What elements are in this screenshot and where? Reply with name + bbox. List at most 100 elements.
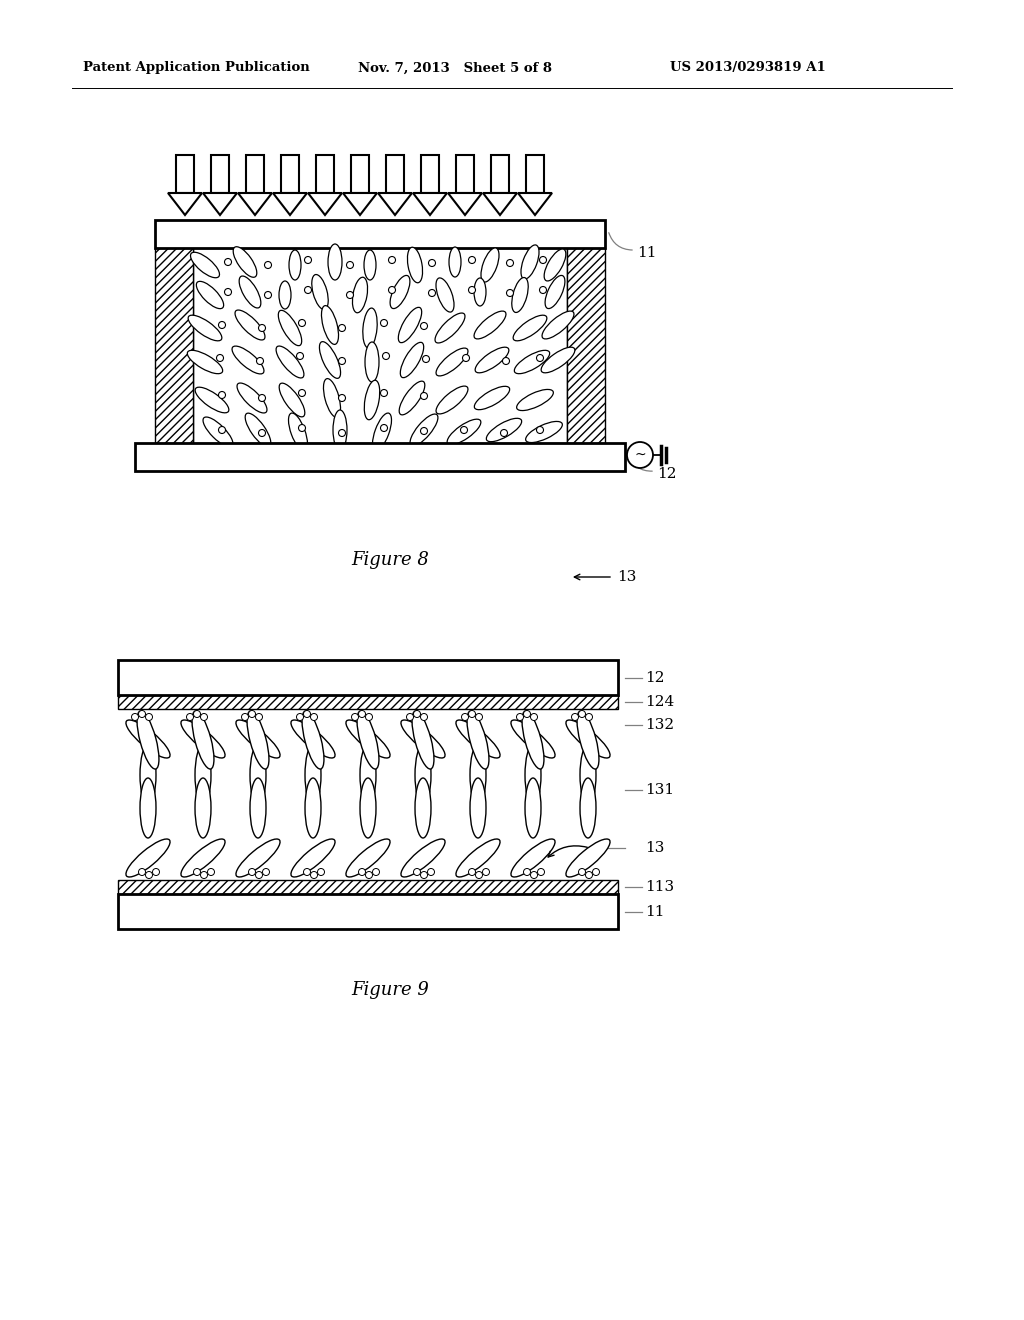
- Ellipse shape: [436, 348, 468, 376]
- Ellipse shape: [522, 711, 544, 770]
- Ellipse shape: [511, 840, 555, 876]
- Circle shape: [366, 714, 373, 721]
- Bar: [118, 660, 618, 696]
- Circle shape: [351, 714, 358, 721]
- Circle shape: [224, 289, 231, 296]
- Circle shape: [297, 714, 303, 721]
- Circle shape: [201, 714, 208, 721]
- Text: 124: 124: [645, 696, 674, 709]
- Bar: [526, 154, 544, 193]
- Ellipse shape: [276, 346, 304, 378]
- Circle shape: [423, 355, 429, 363]
- Text: 11: 11: [645, 906, 665, 919]
- Circle shape: [414, 869, 421, 875]
- Ellipse shape: [291, 840, 335, 876]
- Circle shape: [303, 710, 310, 718]
- Ellipse shape: [280, 383, 305, 417]
- Circle shape: [256, 358, 263, 364]
- Ellipse shape: [436, 385, 468, 414]
- Circle shape: [216, 355, 223, 362]
- Circle shape: [310, 714, 317, 721]
- Ellipse shape: [511, 719, 555, 758]
- Ellipse shape: [291, 719, 335, 758]
- Polygon shape: [483, 193, 517, 215]
- Circle shape: [507, 289, 513, 297]
- Text: 11: 11: [637, 246, 656, 260]
- Ellipse shape: [566, 719, 610, 758]
- Ellipse shape: [362, 308, 377, 348]
- Bar: [351, 154, 369, 193]
- Circle shape: [218, 426, 225, 433]
- Circle shape: [299, 425, 305, 432]
- Ellipse shape: [319, 342, 341, 379]
- Polygon shape: [518, 193, 552, 215]
- Ellipse shape: [467, 711, 488, 770]
- Bar: [567, 248, 605, 444]
- Ellipse shape: [580, 744, 596, 805]
- Ellipse shape: [140, 777, 156, 838]
- Ellipse shape: [525, 777, 541, 838]
- Text: 12: 12: [657, 467, 677, 480]
- Circle shape: [138, 869, 145, 875]
- Ellipse shape: [181, 719, 225, 758]
- Circle shape: [256, 871, 262, 879]
- Circle shape: [346, 261, 353, 268]
- Text: ~: ~: [634, 447, 646, 462]
- Polygon shape: [308, 193, 342, 215]
- Circle shape: [475, 714, 482, 721]
- Ellipse shape: [580, 777, 596, 838]
- Ellipse shape: [240, 276, 261, 308]
- Circle shape: [208, 869, 214, 875]
- Ellipse shape: [247, 711, 269, 770]
- Bar: [316, 154, 334, 193]
- Ellipse shape: [566, 840, 610, 876]
- Circle shape: [358, 710, 366, 718]
- Circle shape: [242, 714, 249, 721]
- Circle shape: [586, 714, 593, 721]
- Ellipse shape: [140, 744, 156, 805]
- Ellipse shape: [474, 312, 506, 339]
- Circle shape: [258, 395, 265, 401]
- Polygon shape: [343, 193, 377, 215]
- Ellipse shape: [360, 777, 376, 838]
- Circle shape: [339, 429, 345, 437]
- Ellipse shape: [400, 342, 424, 378]
- Circle shape: [194, 869, 201, 875]
- Circle shape: [303, 869, 310, 875]
- Text: Figure 9: Figure 9: [351, 981, 429, 999]
- Circle shape: [475, 871, 482, 879]
- Polygon shape: [413, 193, 447, 215]
- Ellipse shape: [236, 310, 265, 341]
- Ellipse shape: [401, 719, 445, 758]
- Ellipse shape: [481, 248, 499, 282]
- Ellipse shape: [328, 244, 342, 280]
- Circle shape: [381, 425, 387, 432]
- Ellipse shape: [399, 381, 425, 414]
- Circle shape: [366, 871, 373, 879]
- Bar: [155, 248, 193, 444]
- Circle shape: [428, 260, 435, 267]
- Ellipse shape: [197, 281, 223, 309]
- Text: 13: 13: [645, 841, 665, 855]
- Circle shape: [461, 426, 468, 433]
- Ellipse shape: [333, 411, 347, 450]
- Circle shape: [381, 389, 387, 396]
- Bar: [118, 696, 618, 709]
- Ellipse shape: [544, 249, 566, 281]
- Ellipse shape: [245, 413, 270, 447]
- Circle shape: [358, 869, 366, 875]
- Circle shape: [627, 442, 653, 469]
- Ellipse shape: [365, 380, 380, 420]
- Ellipse shape: [578, 711, 599, 770]
- Circle shape: [428, 289, 435, 297]
- Ellipse shape: [232, 346, 264, 374]
- Bar: [490, 154, 509, 193]
- Ellipse shape: [410, 414, 438, 446]
- Text: 113: 113: [645, 880, 674, 894]
- Circle shape: [264, 261, 271, 268]
- Circle shape: [258, 429, 265, 437]
- Circle shape: [304, 256, 311, 264]
- Circle shape: [462, 714, 469, 721]
- Circle shape: [310, 871, 317, 879]
- Circle shape: [523, 869, 530, 875]
